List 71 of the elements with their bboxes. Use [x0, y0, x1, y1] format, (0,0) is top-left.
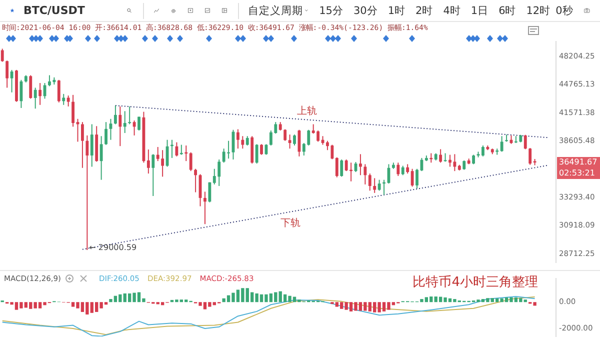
candlestick — [439, 148, 442, 164]
candlestick — [6, 60, 9, 88]
candlestick — [368, 173, 372, 192]
candlestick — [406, 164, 410, 174]
candlestick — [472, 154, 476, 165]
candlestick — [401, 165, 404, 176]
candlestick — [175, 142, 178, 157]
candlestick — [118, 106, 122, 147]
candlestick — [524, 134, 527, 150]
candlestick — [246, 136, 249, 146]
candlestick — [396, 162, 400, 177]
candlestick — [57, 79, 60, 103]
candlestick — [500, 136, 504, 152]
candlestick — [236, 128, 240, 150]
candlestick — [482, 144, 484, 157]
candlestick — [72, 94, 74, 128]
text: 02:53:21 — [559, 168, 595, 178]
text: 12时 — [526, 4, 551, 18]
candlestick — [104, 122, 108, 146]
text: 4时 — [443, 4, 461, 18]
candlestick — [358, 154, 362, 176]
candlestick — [189, 152, 192, 172]
candlestick — [62, 93, 66, 106]
candlestick — [340, 159, 344, 178]
chart-title: BTC/USDT — [23, 4, 85, 17]
text: 1时 — [388, 4, 406, 18]
candlestick — [335, 156, 338, 178]
text: 6时 — [498, 4, 516, 18]
candlestick — [284, 128, 287, 142]
candlestick — [528, 147, 532, 166]
candlestick — [0, 48, 4, 62]
candlestick — [20, 79, 23, 108]
candlestick — [38, 82, 42, 106]
candlestick — [255, 144, 258, 164]
candlestick — [34, 87, 37, 110]
text: 36491.67 — [559, 158, 598, 167]
candlestick — [138, 116, 140, 132]
candlestick — [364, 164, 367, 185]
candlestick — [146, 148, 150, 174]
text: 0秒 — [556, 4, 574, 18]
candlestick — [128, 106, 132, 125]
candlestick — [288, 134, 292, 150]
candlestick — [123, 110, 126, 134]
candlestick — [86, 134, 89, 251]
candlestick — [462, 160, 466, 170]
candlestick — [208, 182, 212, 203]
text: 1日 — [470, 4, 489, 18]
annotation: 比特币4小时三角整理 — [412, 274, 538, 291]
candlestick — [114, 105, 117, 125]
series-label: 下轨 — [280, 216, 301, 229]
candlestick — [416, 168, 418, 190]
candlestick — [90, 124, 94, 168]
candlestick — [378, 179, 381, 192]
candlestick — [204, 191, 206, 225]
text: 30分 — [353, 4, 378, 18]
text: 自定义周期 — [248, 4, 304, 18]
candlestick — [298, 129, 301, 157]
candlestick — [194, 168, 198, 193]
annotation: ← 29000.59 — [89, 243, 137, 252]
candlestick — [100, 136, 103, 180]
candlestick — [66, 95, 70, 107]
candlestick — [241, 136, 244, 150]
candlestick — [29, 74, 32, 100]
series-label: 上轨 — [297, 105, 318, 118]
text: 15分 — [319, 4, 344, 18]
candlestick — [260, 144, 263, 156]
candlestick — [293, 134, 296, 146]
candlestick — [152, 154, 155, 196]
candlestick — [373, 178, 376, 194]
candlestick — [80, 122, 84, 168]
text: 2时 — [416, 4, 434, 18]
